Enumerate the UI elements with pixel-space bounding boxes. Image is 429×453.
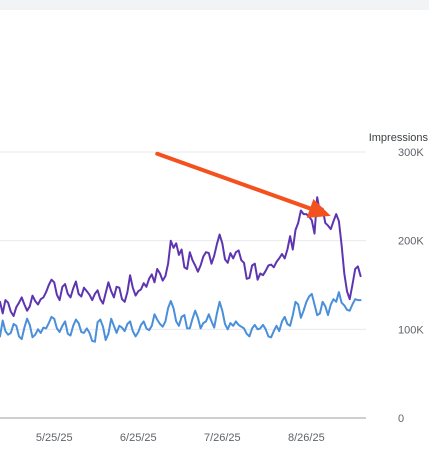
- series-lines: [0, 196, 362, 343]
- annotation-arrow-head: [306, 199, 331, 218]
- series-line-1: [0, 196, 362, 317]
- x-tick-label: 6/25/25: [120, 432, 157, 444]
- y-tick-label: 300K: [398, 147, 424, 159]
- x-tick-label: 7/26/25: [204, 432, 241, 444]
- x-tick-label: 5/25/25: [36, 432, 73, 444]
- annotation-arrow-shaft: [155, 151, 313, 211]
- top-bar: [0, 0, 429, 10]
- y-tick-label: 100K: [398, 324, 424, 336]
- y-tick-label: 200K: [398, 236, 424, 248]
- y-axis-title: Impressions: [369, 132, 429, 144]
- axes: Impressions 0 100K 200K 300K 5/25/25 6/25/25 7…: [36, 132, 429, 444]
- x-tick-label: 8/26/25: [288, 432, 325, 444]
- y-tick-label: 0: [398, 413, 404, 425]
- series-line-2: [0, 291, 362, 343]
- annotation: [155, 151, 331, 218]
- gridlines: [0, 151, 366, 419]
